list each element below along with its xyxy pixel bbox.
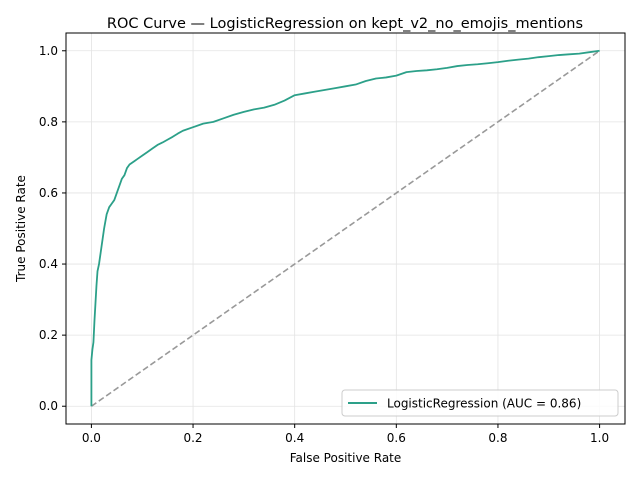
roc-curve-line	[90, 49, 600, 407]
y-tick-label: 0.0	[39, 399, 58, 413]
y-axis-label: True Positive Rate	[14, 175, 28, 283]
x-tick-label: 1.0	[590, 431, 609, 445]
legend-box	[341, 389, 619, 417]
chance-diagonal-line	[90, 50, 601, 407]
axes-frame	[65, 32, 626, 425]
y-tick-label: 1.0	[39, 44, 58, 58]
tick-layer: 0.0 0.2 0.4 0.6 0.8 1.0 0.0 0.2 0.4 0.6 0.8 1.0	[39, 44, 609, 445]
x-axis-label: False Positive Rate	[290, 451, 402, 465]
chart-title: ROC Curve — LogisticRegression on kept_v…	[107, 16, 583, 32]
legend-label: LogisticRegression (AUC = 0.86)	[387, 397, 581, 411]
legend: LogisticRegression (AUC = 0.86)	[341, 389, 619, 417]
x-tick-label: 0.4	[285, 431, 304, 445]
y-tick-label: 0.4	[39, 257, 58, 271]
y-tick-label: 0.6	[39, 186, 58, 200]
series-layer	[90, 49, 601, 407]
x-tick-label: 0.8	[488, 431, 507, 445]
x-tick-label: 0.0	[82, 431, 101, 445]
y-tick-label: 0.2	[39, 328, 58, 342]
plot-area: 0.0 0.2 0.4 0.6 0.8 1.0 0.0 0.2 0.4 0.6 0.8 1.0	[39, 32, 626, 445]
y-tick-label: 0.8	[39, 115, 58, 129]
x-tick-label: 0.6	[387, 431, 406, 445]
x-tick-label: 0.2	[183, 431, 202, 445]
